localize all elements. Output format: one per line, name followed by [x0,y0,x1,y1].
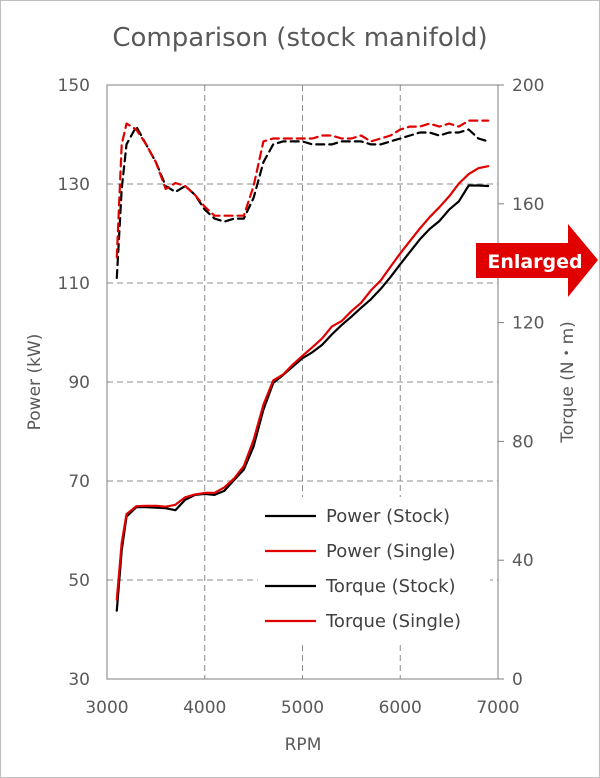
legend-label: Power (Stock) [326,506,450,527]
left-y-axis-label: Power (kW) [25,334,45,431]
right-y-tick-label: 0 [512,670,523,690]
series-line-torque-single [115,119,490,259]
left-y-tick-label: 110 [58,274,90,294]
left-y-tick-label: 70 [68,472,90,492]
enlarged-badge: Enlarged [476,224,598,297]
axis-ticks: 3000 4000 5000 6000 7000 30 50 70 90 110 130 150 0 40… [58,76,545,718]
plot-area [106,84,499,680]
left-y-tick-label: 50 [68,571,90,591]
chart-title: Comparison (stock manifold) [112,23,487,53]
right-y-tick-label: 80 [512,432,534,452]
x-axis-label: RPM [285,735,322,755]
right-y-tick-label: 40 [512,551,534,571]
left-y-tick-label: 30 [68,670,90,690]
series-line-power-single [115,165,490,601]
legend-label: Torque (Single) [325,611,461,632]
right-y-axis-label: Torque (N・m) [558,321,578,444]
legend-label: Power (Single) [326,541,456,562]
series-line-power-stock [115,184,490,612]
right-y-tick-label: 120 [512,314,544,334]
legend: Power (Stock) Power (Single) Torque (Stock… [258,497,490,645]
left-y-tick-label: 90 [68,373,90,393]
x-tick-label: 6000 [379,698,422,718]
right-y-tick-label: 200 [512,76,544,96]
series-line-torque-stock [115,125,490,280]
right-y-tick-label: 160 [512,195,544,215]
left-y-tick-label: 130 [58,175,90,195]
enlarged-label: Enlarged [487,251,582,273]
x-tick-label: 7000 [476,698,519,718]
legend-label: Torque (Stock) [325,576,456,597]
x-tick-label: 3000 [85,698,128,718]
x-tick-label: 4000 [183,698,226,718]
series-layer [115,119,490,612]
arrow-right-icon [476,224,598,297]
left-y-tick-label: 150 [58,76,90,96]
x-tick-label: 5000 [281,698,324,718]
